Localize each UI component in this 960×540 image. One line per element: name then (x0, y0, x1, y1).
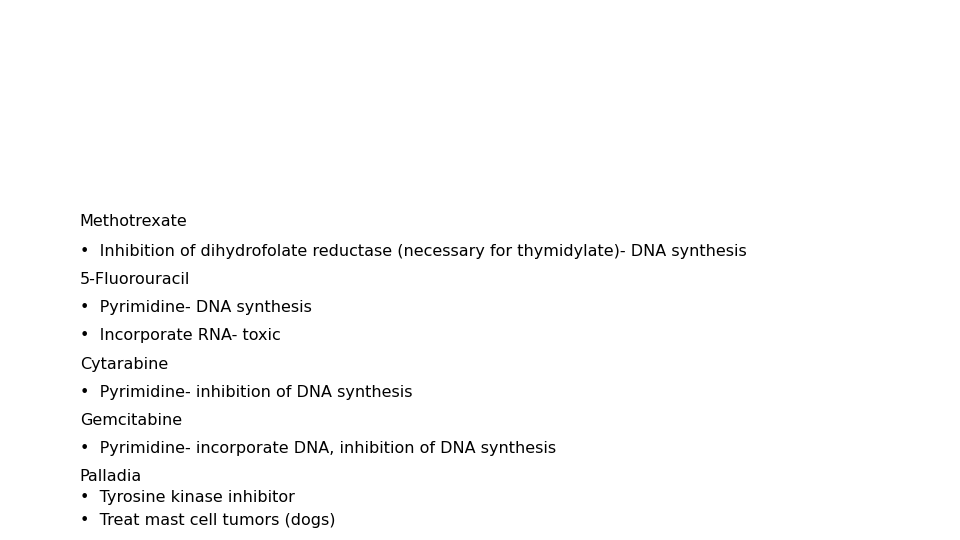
Text: •  Pyrimidine- DNA synthesis: • Pyrimidine- DNA synthesis (80, 300, 312, 315)
Text: •  Inhibition of dihydrofolate reductase (necessary for thymidylate)- DNA synthe: • Inhibition of dihydrofolate reductase … (80, 244, 747, 259)
Text: •  Incorporate RNA- toxic: • Incorporate RNA- toxic (80, 328, 280, 343)
Text: Gemcitabine: Gemcitabine (80, 413, 181, 428)
Text: Cytarabine: Cytarabine (80, 356, 168, 372)
Text: •  Treat mast cell tumors (dogs): • Treat mast cell tumors (dogs) (80, 513, 335, 528)
Text: •  Pyrimidine- incorporate DNA, inhibition of DNA synthesis: • Pyrimidine- incorporate DNA, inhibitio… (80, 441, 556, 456)
Text: Palladia: Palladia (80, 469, 142, 484)
Text: 5-Fluorouracil: 5-Fluorouracil (80, 272, 190, 287)
Text: •  Pyrimidine- inhibition of DNA synthesis: • Pyrimidine- inhibition of DNA synthesi… (80, 384, 412, 400)
Text: Methotrexate: Methotrexate (80, 214, 187, 230)
Text: •  Tyrosine kinase inhibitor: • Tyrosine kinase inhibitor (80, 490, 295, 505)
